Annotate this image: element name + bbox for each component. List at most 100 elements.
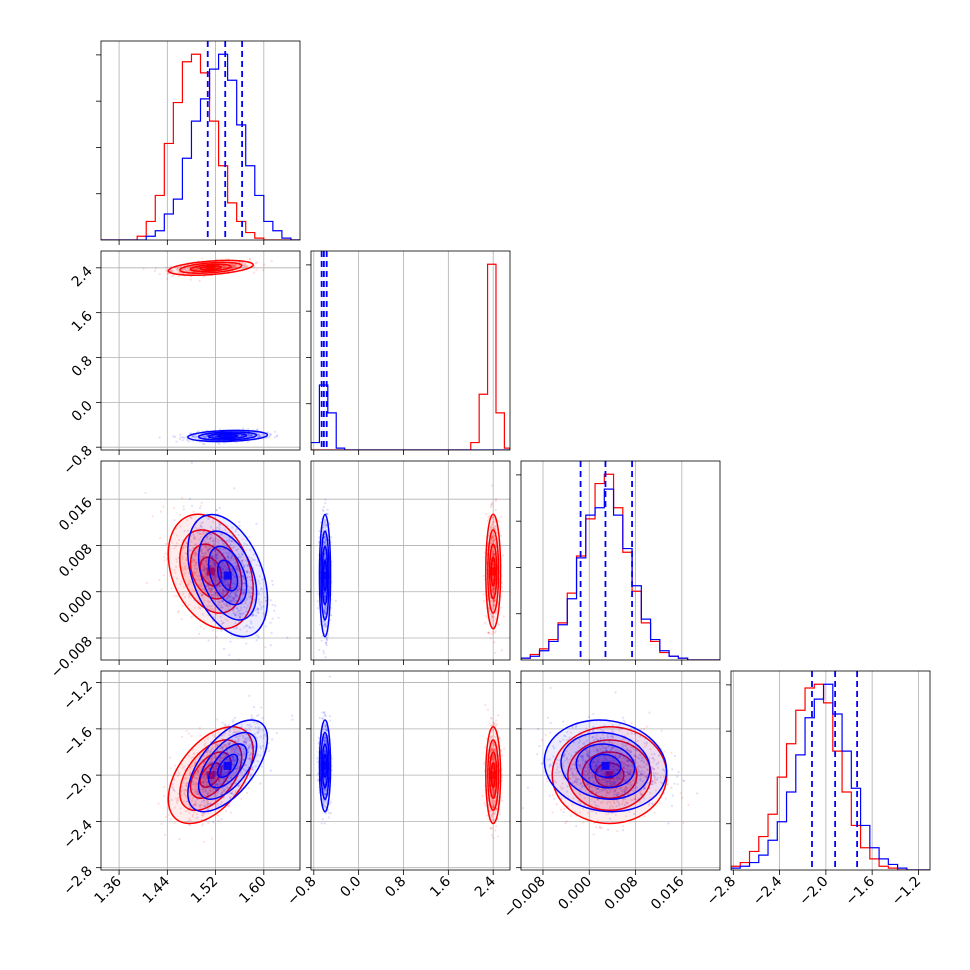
scatter-point bbox=[209, 533, 213, 536]
scatter-point bbox=[207, 601, 210, 604]
scatter-point bbox=[243, 564, 246, 567]
scatter-point bbox=[189, 278, 192, 281]
scatter-point bbox=[233, 576, 236, 579]
scatter-point bbox=[208, 583, 211, 586]
scatter-point bbox=[158, 578, 161, 582]
scatter-point bbox=[248, 626, 251, 629]
scatter-point bbox=[490, 613, 493, 617]
scatter-point bbox=[177, 275, 180, 278]
scatter-point bbox=[256, 435, 259, 438]
scatter-point bbox=[249, 585, 252, 588]
scatter-point bbox=[492, 554, 495, 557]
scatter-point bbox=[236, 565, 239, 568]
scatter-point bbox=[212, 561, 215, 564]
scatter-point bbox=[323, 610, 326, 613]
scatter-point bbox=[142, 267, 145, 271]
scatter-point bbox=[204, 436, 207, 439]
scatter-point bbox=[247, 433, 250, 437]
scatter-point bbox=[207, 548, 210, 551]
scatter-point bbox=[243, 591, 246, 595]
scatter-point bbox=[494, 508, 497, 512]
scatter-point bbox=[198, 507, 202, 510]
scatter-point bbox=[218, 590, 221, 593]
scatter-point bbox=[181, 547, 184, 550]
scatter-point bbox=[243, 626, 246, 629]
scatter-point bbox=[202, 530, 206, 533]
scatter-point bbox=[240, 261, 244, 265]
scatter-point bbox=[194, 436, 197, 439]
scatter-point bbox=[216, 557, 219, 560]
scatter-point bbox=[271, 617, 274, 620]
scatter-point bbox=[245, 630, 248, 633]
scatter-point bbox=[215, 575, 219, 578]
scatter-point bbox=[231, 609, 234, 612]
scatter-point bbox=[485, 615, 488, 618]
scatter-point bbox=[201, 552, 204, 555]
scatter-point bbox=[187, 581, 190, 585]
scatter-point bbox=[169, 766, 172, 770]
scatter-point bbox=[224, 551, 227, 554]
scatter-point bbox=[174, 545, 177, 548]
scatter-point bbox=[201, 521, 204, 524]
scatter-point bbox=[493, 539, 496, 542]
scatter-point bbox=[211, 545, 214, 548]
scatter-point bbox=[490, 502, 494, 505]
scatter-point bbox=[204, 552, 207, 555]
scatter-point bbox=[226, 579, 229, 582]
scatter-point bbox=[214, 549, 217, 552]
scatter-point bbox=[231, 540, 234, 543]
scatter-point bbox=[194, 567, 197, 570]
scatter-point bbox=[238, 597, 241, 600]
density-peak bbox=[223, 431, 232, 440]
scatter-point bbox=[210, 567, 213, 571]
scatter-point bbox=[257, 598, 261, 601]
scatter-point bbox=[215, 565, 218, 568]
scatter-point bbox=[246, 570, 249, 573]
panel-1-0: −0.80.00.81.62.4 bbox=[60, 250, 301, 478]
scatter-point bbox=[209, 590, 212, 594]
scatter-point bbox=[238, 609, 241, 612]
scatter-point bbox=[249, 594, 253, 597]
scatter-point bbox=[213, 531, 216, 534]
scatter-point bbox=[235, 549, 238, 552]
scatter-point bbox=[186, 269, 189, 273]
scatter-point bbox=[235, 528, 238, 531]
scatter-point bbox=[219, 539, 222, 542]
scatter-point bbox=[199, 557, 203, 560]
scatter-point bbox=[222, 563, 225, 566]
scatter-point bbox=[325, 644, 328, 647]
scatter-point bbox=[199, 734, 202, 737]
scatter-point bbox=[213, 569, 216, 572]
panel-frame bbox=[100, 250, 301, 451]
scatter-point bbox=[492, 592, 495, 595]
scatter-point bbox=[239, 620, 242, 624]
scatter-point bbox=[233, 592, 237, 595]
scatter-point bbox=[235, 566, 238, 569]
scatter-point bbox=[493, 518, 496, 521]
scatter-point bbox=[208, 547, 211, 550]
scatter-point bbox=[207, 821, 210, 825]
scatter-point bbox=[192, 267, 195, 271]
scatter-point bbox=[226, 555, 229, 558]
scatter-point bbox=[209, 526, 213, 529]
scatter-point bbox=[323, 607, 326, 610]
scatter-point bbox=[246, 598, 249, 601]
scatter-point bbox=[181, 269, 185, 272]
scatter-point bbox=[497, 623, 501, 626]
scatter-point bbox=[329, 614, 333, 617]
scatter-point bbox=[250, 433, 254, 436]
scatter-point bbox=[226, 603, 229, 606]
scatter-point bbox=[180, 265, 183, 268]
scatter-point bbox=[215, 508, 218, 511]
scatter-point bbox=[235, 263, 238, 267]
scatter-point bbox=[209, 589, 212, 592]
scatter-point bbox=[222, 580, 225, 583]
scatter-point bbox=[216, 576, 219, 579]
scatter-point bbox=[322, 649, 325, 653]
scatter-point bbox=[229, 811, 233, 814]
scatter-point bbox=[208, 604, 211, 608]
scatter-point bbox=[220, 619, 223, 623]
scatter-point bbox=[232, 597, 236, 600]
scatter-point bbox=[235, 527, 239, 531]
